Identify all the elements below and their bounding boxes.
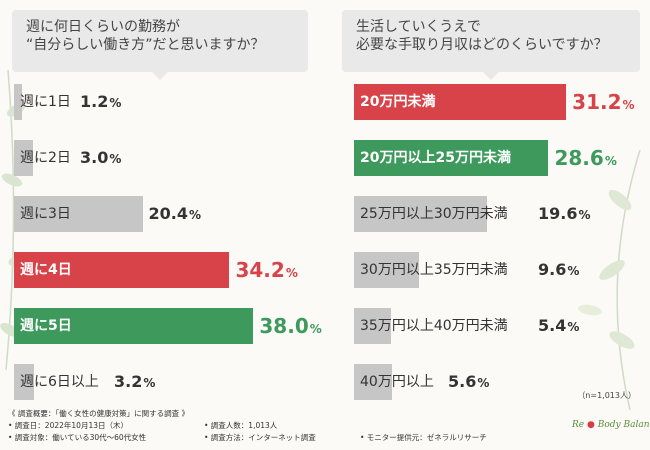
bar-1-1: [354, 140, 549, 176]
bar-1-4: [354, 308, 391, 344]
footer-provider: • モニター提供元：ゼネラルリサーチ: [360, 433, 487, 442]
category-label-0-4: 週に5日: [20, 318, 72, 334]
footer-overview: 《 調査概要：「働く女性の健康対策」に関する調査 》: [8, 409, 190, 418]
value-unit-1-3: %: [567, 264, 580, 278]
value-label-0-1: 3.0%: [80, 140, 121, 176]
bar-0-3: [14, 252, 230, 288]
category-label-0-0: 週に1日: [20, 94, 71, 110]
value-unit-0-3: %: [285, 266, 298, 280]
category-label-1-0: 20万円未満: [360, 94, 436, 110]
value-number-1-2: 19.6: [538, 204, 578, 223]
value-label-1-3: 9.6%: [538, 252, 579, 288]
footer-date: • 調査日：2022年10月13日（木）: [8, 421, 128, 430]
bar-1-0: [354, 84, 567, 120]
footer-target: • 調査対象：働いている30代～60代女性: [8, 433, 147, 442]
leaf-decoration-right: [578, 150, 641, 410]
value-number-1-0: 31.2: [572, 90, 622, 114]
chart-title-workdays: 週に何日くらいの勤務が “自分らしい働き方”だと思いますか？: [12, 10, 308, 80]
value-unit-0-1: %: [109, 152, 122, 166]
value-unit-1-2: %: [578, 208, 591, 222]
sample-size-note: （n=1,013人）: [577, 391, 636, 400]
category-label-0-5: 週に6日以上: [20, 374, 99, 390]
bar-0-2: [14, 196, 143, 232]
bar-0-0: [14, 84, 22, 120]
value-unit-1-5: %: [477, 376, 490, 390]
bar-1-5: [354, 364, 393, 400]
category-label-1-2: 25万円以上30万円未満: [360, 206, 508, 222]
value-number-0-1: 3.0: [80, 148, 109, 167]
category-label-0-2: 週に3日: [20, 206, 71, 222]
value-label-0-0: 1.2%: [80, 84, 121, 120]
value-unit-1-0: %: [622, 98, 635, 112]
category-label-1-5: 40万円以上: [360, 374, 434, 390]
value-number-1-5: 5.6: [448, 372, 477, 391]
logo-apple-mark: ●: [586, 420, 595, 430]
value-number-1-3: 9.6: [538, 260, 567, 279]
value-label-1-5: 5.6%: [448, 364, 489, 400]
value-number-0-5: 3.2: [114, 372, 143, 391]
footer-people: • 調査人数：1,013人: [204, 421, 278, 430]
value-number-1-4: 5.4: [538, 316, 567, 335]
value-label-0-3: 34.2%: [235, 252, 297, 288]
footer-method: • 調査方法：インターネット調査: [204, 433, 316, 442]
category-label-0-1: 週に2日: [20, 150, 71, 166]
value-unit-1-1: %: [604, 154, 617, 168]
value-unit-0-5: %: [143, 376, 156, 390]
value-number-0-0: 1.2: [80, 92, 109, 111]
bar-0-1: [14, 140, 33, 176]
value-unit-1-4: %: [567, 320, 580, 334]
value-label-0-5: 3.2%: [114, 364, 155, 400]
category-label-1-1: 20万円以上25万円未満: [360, 150, 511, 166]
category-label-1-3: 30万円以上35万円未満: [360, 262, 508, 278]
bar-0-5: [14, 364, 35, 400]
value-number-0-3: 34.2: [235, 258, 285, 282]
value-number-0-4: 38.0: [259, 314, 309, 338]
rebodybalance-logo: Re ● Body Balance: [572, 420, 650, 430]
value-unit-0-4: %: [309, 322, 322, 336]
value-label-0-2: 20.4%: [149, 196, 202, 232]
value-unit-0-0: %: [109, 96, 122, 110]
value-label-1-1: 28.6%: [554, 140, 616, 176]
bar-0-4: [14, 308, 254, 344]
value-number-0-2: 20.4: [148, 204, 188, 223]
value-label-1-2: 19.6%: [538, 196, 591, 232]
value-label-1-0: 31.2%: [572, 84, 634, 120]
bar-1-3: [354, 252, 420, 288]
category-label-1-4: 35万円以上40万円未満: [360, 318, 508, 334]
bar-1-2: [354, 196, 488, 232]
value-number-1-1: 28.6: [554, 146, 604, 170]
category-label-0-3: 週に4日: [20, 262, 72, 278]
value-label-0-4: 38.0%: [259, 308, 321, 344]
value-unit-0-2: %: [189, 208, 202, 222]
value-label-1-4: 5.4%: [538, 308, 579, 344]
chart-title-income: 生活していくうえで 必要な手取り月収はどのくらいですか？: [342, 10, 640, 80]
